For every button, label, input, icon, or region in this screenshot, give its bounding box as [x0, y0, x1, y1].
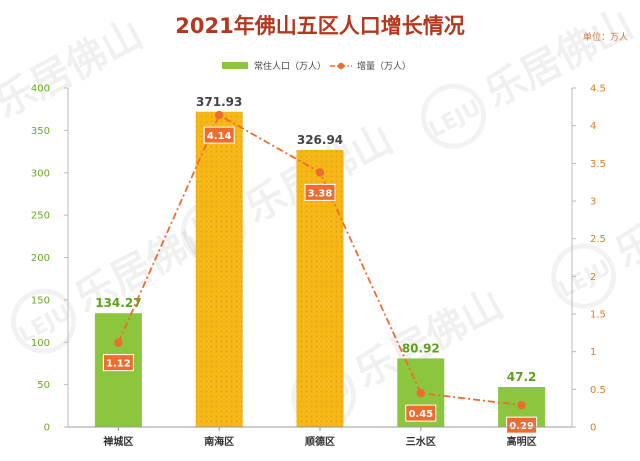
y-left-tick-label: 50 — [37, 380, 50, 391]
y-left-tick-label: 100 — [31, 338, 50, 349]
unit-note: 单位：万人 — [583, 31, 628, 43]
increase-point-4 — [517, 400, 526, 410]
y-left-tick-label: 0 — [44, 423, 50, 434]
watermark-text: 乐居佛山 — [0, 11, 150, 127]
legend-swatch-bar — [222, 62, 248, 69]
y-left-tick-label: 400 — [31, 84, 50, 95]
y-right-tick-label: 1.5 — [590, 310, 606, 321]
y-left-tick-label: 200 — [31, 253, 50, 264]
chart-title: 2021年佛山五区人口增长情况 — [175, 14, 464, 38]
increase-point-1 — [215, 110, 224, 120]
y-left-tick-label: 250 — [31, 211, 50, 222]
y-left-tick-label: 150 — [31, 295, 50, 306]
x-tick-label-0: 禅城区 — [102, 435, 133, 448]
y-right-tick-label: 3 — [590, 197, 596, 208]
legend-label-line: 增量（万人） — [357, 60, 411, 72]
bar-series — [94, 111, 546, 428]
y-right-tick-label: 0 — [590, 423, 596, 434]
bar-value-label-0: 134.27 — [95, 296, 141, 310]
increase-label-2: 3.38 — [308, 188, 333, 199]
increase-label-box-2 — [304, 183, 336, 201]
watermark-logo-ring — [421, 83, 487, 149]
y-right-tick-label: 0.5 — [590, 385, 606, 396]
watermark-logo-ring — [551, 243, 617, 309]
watermark-text: 乐居佛山 — [478, 1, 640, 117]
bar-value-label-3: 80.92 — [402, 341, 440, 355]
y-left-tick-label: 300 — [31, 168, 50, 179]
x-axis: 禅城区 南海区 顺德区 三水区 高明区 — [68, 426, 572, 448]
increase-line-series: 1.124.143.380.450.29 — [102, 110, 538, 434]
increase-label-0: 1.12 — [106, 359, 131, 370]
increase-label-1: 4.14 — [207, 131, 232, 142]
y-left-tick-label: 350 — [31, 126, 50, 137]
legend-marker-line — [337, 62, 345, 70]
bar-value-label-1: 371.93 — [196, 95, 242, 109]
increase-label-box-4 — [506, 416, 538, 434]
watermark-text: 乐居佛山 — [608, 161, 640, 277]
y-right-tick-label: 1 — [590, 347, 596, 358]
increase-label-3: 0.45 — [408, 409, 433, 420]
y-right-tick-label: 4.5 — [590, 84, 606, 95]
y-right-tick-label: 3.5 — [590, 159, 606, 170]
bar-texture-1 — [195, 111, 243, 428]
bar-value-labels: 134.27 371.93 326.94 80.92 47.2 — [95, 95, 536, 384]
x-tick-label-2: 顺德区 — [305, 435, 335, 448]
increase-point-3 — [416, 388, 425, 398]
x-tick-label-4: 高明区 — [507, 435, 537, 448]
y-axis-left: 0 50 100 150 200 250 300 350 400 — [31, 84, 69, 434]
bar-value-label-2: 326.94 — [297, 133, 343, 147]
y-right-tick-label: 2.5 — [590, 234, 606, 245]
increase-label-box-3 — [405, 404, 437, 422]
increase-label-box-0 — [102, 354, 134, 372]
y-right-tick-label: 2 — [590, 272, 596, 283]
x-tick-label-1: 南海区 — [204, 435, 234, 448]
increase-point-2 — [315, 168, 325, 177]
legend-label-bar: 常住人口（万人） — [254, 60, 326, 72]
increase-label-box-1 — [203, 126, 235, 144]
y-right-tick-label: 4 — [590, 121, 596, 132]
watermark-logo-ring — [11, 288, 77, 354]
y-axis-right: 0 0.5 1 1.5 2 2.5 3 3.5 4 4.5 — [571, 84, 606, 434]
legend: 常住人口（万人） 增量（万人） — [222, 60, 411, 72]
increase-point-0 — [114, 338, 123, 347]
bar-value-label-4: 47.2 — [507, 370, 537, 384]
x-tick-label-3: 三水区 — [406, 435, 436, 448]
